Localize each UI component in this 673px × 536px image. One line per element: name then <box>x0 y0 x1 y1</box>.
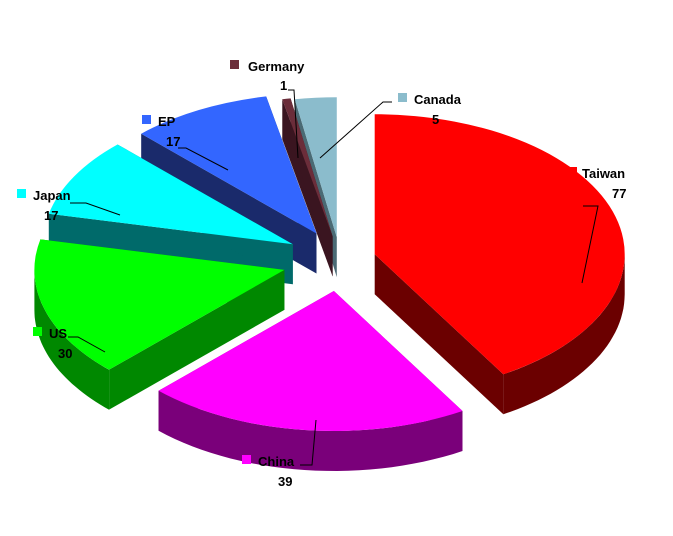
slice-label-canada: Canada <box>414 92 462 107</box>
legend-swatch-japan <box>17 189 26 198</box>
slice-label-germany: Germany <box>248 59 305 74</box>
slice-label-japan: Japan <box>33 188 71 203</box>
slice-value-germany: 1 <box>280 78 287 93</box>
slice-label-china: China <box>258 454 295 469</box>
slice-value-us: 30 <box>58 346 72 361</box>
slice-label-ep: EP <box>158 114 176 129</box>
slice-value-china: 39 <box>278 474 292 489</box>
legend-swatch-china <box>242 455 251 464</box>
slice-value-taiwan: 77 <box>612 186 626 201</box>
legend-swatch-us <box>33 327 42 336</box>
legend-swatch-ep <box>142 115 151 124</box>
slice-value-canada: 5 <box>432 112 439 127</box>
legend-swatch-germany <box>230 60 239 69</box>
slice-value-ep: 17 <box>166 134 180 149</box>
slice-value-japan: 17 <box>44 208 58 223</box>
slice-label-us: US <box>49 326 67 341</box>
legend-swatch-taiwan <box>568 167 577 176</box>
legend-swatch-canada <box>398 93 407 102</box>
slice-label-taiwan: Taiwan <box>582 166 625 181</box>
